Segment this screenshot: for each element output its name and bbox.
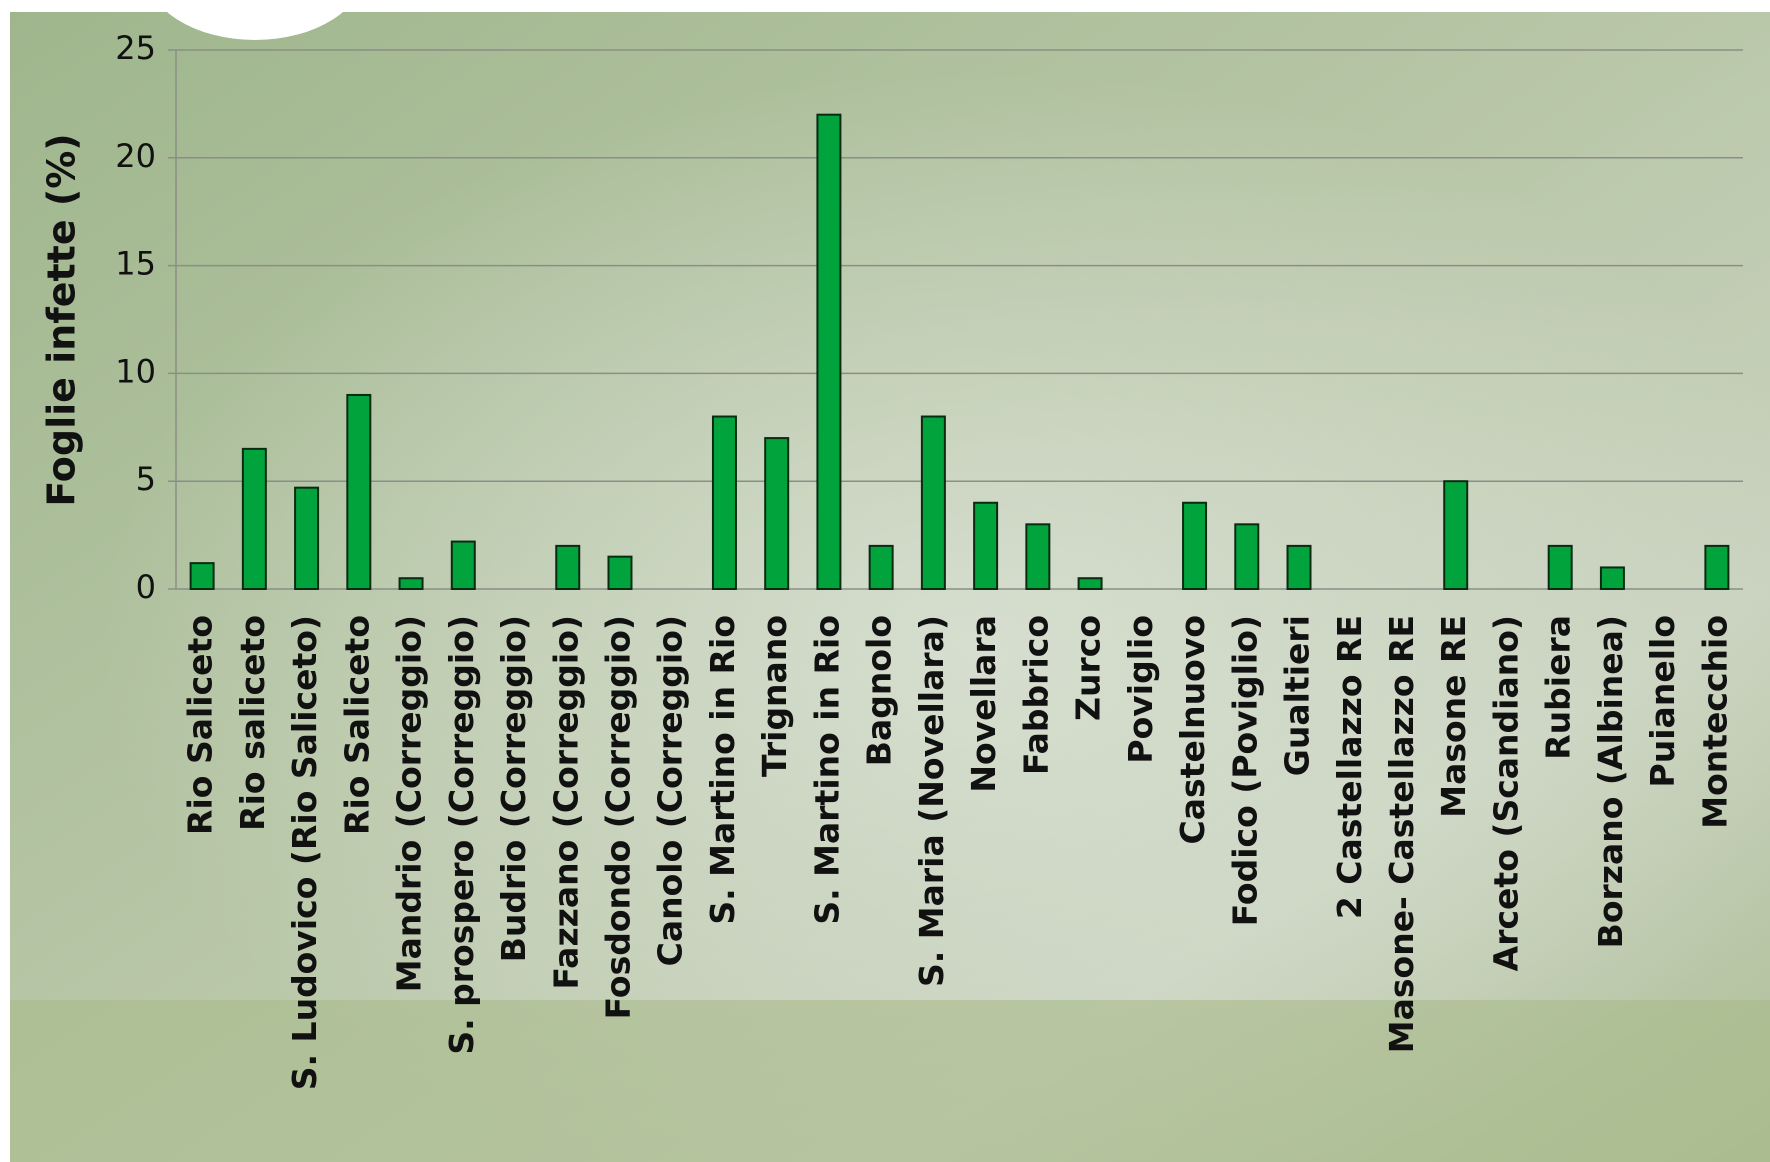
y-tick-label: 20	[115, 137, 156, 175]
y-tick-label: 10	[115, 352, 156, 390]
bar	[764, 437, 790, 590]
x-tick-label: S. Martino in Rio	[703, 615, 742, 925]
bar	[294, 486, 320, 590]
bar	[346, 393, 372, 590]
bar	[1182, 501, 1208, 591]
bar	[189, 562, 215, 590]
background-grass	[10, 1000, 1770, 1162]
x-tick-label: S. prospero (Correggio)	[442, 615, 481, 1055]
x-tick-label: Gualtieri	[1278, 615, 1317, 776]
bar	[711, 415, 737, 590]
x-tick-label: 2 Castellazzo RE	[1330, 615, 1369, 919]
x-tick-label: Mandrio (Correggio)	[390, 615, 429, 992]
bar	[241, 447, 267, 590]
x-tick-label: Canolo (Correggio)	[651, 615, 690, 966]
bar	[920, 415, 946, 590]
bar	[555, 544, 581, 591]
bar	[1025, 523, 1051, 591]
x-tick-label: Fodico (Poviglio)	[1225, 615, 1264, 926]
x-tick-label: Budrio (Correggio)	[494, 615, 533, 962]
y-tick-label: 5	[136, 460, 156, 498]
x-tick-label: Poviglio	[1121, 615, 1160, 764]
x-tick-label: Masone- Castellazzo RE	[1382, 615, 1421, 1053]
bar	[973, 501, 999, 591]
x-tick-label: Borzano (Albinea)	[1591, 615, 1630, 948]
x-tick-label: Masone RE	[1434, 615, 1473, 818]
y-axis-label: Foglie infette (%)	[40, 133, 84, 506]
x-tick-label: Bagnolo	[860, 615, 899, 766]
bar	[607, 555, 633, 590]
bar	[1599, 566, 1625, 591]
x-tick-label: Arceto (Scandiano)	[1486, 615, 1525, 971]
y-tick-label: 15	[115, 245, 156, 283]
x-tick-label: Trignano	[755, 615, 794, 777]
x-tick-label: Rio saliceto	[233, 615, 272, 831]
bar	[1443, 480, 1469, 591]
bar	[398, 577, 424, 590]
bar	[1704, 544, 1730, 591]
bar	[1234, 523, 1260, 591]
bar	[868, 544, 894, 591]
bar	[816, 113, 842, 591]
x-tick-label: S. Martino in Rio	[807, 615, 846, 925]
x-tick-label: Rio Saliceto	[337, 615, 376, 835]
bar	[1547, 544, 1573, 591]
bar	[1286, 544, 1312, 591]
x-tick-label: Rubiera	[1539, 615, 1578, 760]
x-tick-label: Fazzano (Correggio)	[546, 615, 585, 989]
x-tick-label: Fabbrico	[1016, 615, 1055, 775]
bar	[450, 540, 476, 590]
x-tick-label: Novellara	[964, 615, 1003, 793]
x-tick-label: S. Maria (Novellara)	[912, 615, 951, 987]
y-tick-label: 25	[115, 29, 156, 67]
bar	[1077, 577, 1103, 590]
x-tick-label: Puianello	[1643, 615, 1682, 787]
x-tick-label: Zurco	[1069, 615, 1108, 721]
x-tick-label: S. Ludovico (Rio Saliceto)	[285, 615, 324, 1090]
y-tick-label: 0	[136, 568, 156, 606]
x-tick-label: Fosdondo (Correggio)	[598, 615, 637, 1019]
logo	[155, 0, 355, 40]
x-tick-label: Rio Saliceto	[181, 615, 220, 835]
x-tick-label: Castelnuovo	[1173, 615, 1212, 844]
x-tick-label: Montecchio	[1695, 615, 1734, 829]
